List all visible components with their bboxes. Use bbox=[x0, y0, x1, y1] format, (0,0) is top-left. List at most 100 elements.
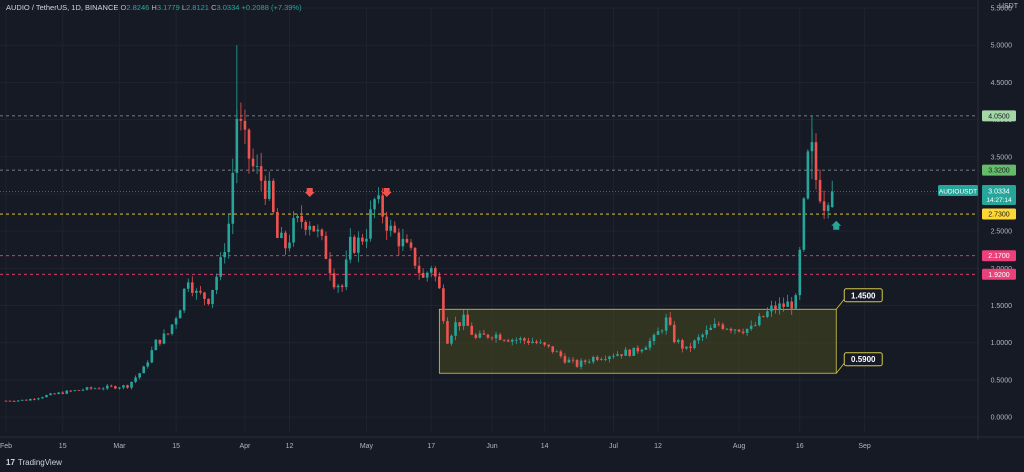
candle-body bbox=[567, 359, 571, 363]
last-price-label: 3.0334 bbox=[988, 188, 1010, 195]
candle-body bbox=[215, 276, 218, 291]
price-tick-label: 1.0000 bbox=[991, 340, 1013, 347]
candle-body bbox=[33, 398, 36, 400]
level-label: 4.0500 bbox=[988, 113, 1010, 120]
candle-body bbox=[450, 335, 453, 344]
price-tick-label: 0.5000 bbox=[991, 377, 1013, 384]
level-label: 2.1700 bbox=[988, 253, 1010, 260]
candle-body bbox=[741, 331, 745, 333]
candle-body bbox=[745, 328, 749, 333]
countdown-label: 14:27:14 bbox=[986, 197, 1012, 204]
time-tick-label: 17 bbox=[427, 443, 435, 450]
candle-body bbox=[474, 334, 478, 338]
candle-body bbox=[320, 229, 324, 236]
candle-body bbox=[385, 216, 388, 231]
symbol-badge bbox=[938, 184, 978, 196]
candle-body bbox=[713, 323, 717, 328]
candle-body bbox=[24, 399, 28, 401]
candle-body bbox=[705, 329, 708, 335]
candle-body bbox=[69, 390, 73, 392]
callout-leader bbox=[835, 299, 845, 310]
candle-body bbox=[664, 317, 668, 331]
time-tick-label: Feb bbox=[0, 443, 12, 450]
candle-body bbox=[369, 209, 372, 239]
candle-body bbox=[316, 229, 320, 232]
candle-body bbox=[551, 346, 555, 352]
candle-body bbox=[729, 328, 733, 331]
time-tick-label: Apr bbox=[239, 443, 251, 450]
candle-body bbox=[543, 342, 546, 345]
high-label: H bbox=[151, 3, 157, 12]
candle-body bbox=[462, 314, 465, 327]
candle-body bbox=[486, 334, 490, 338]
candle-body bbox=[365, 238, 368, 242]
candle-body bbox=[806, 151, 810, 199]
candle-body bbox=[203, 292, 206, 299]
candle-body bbox=[81, 389, 85, 391]
candle-body bbox=[798, 249, 802, 296]
level-label: 2.7300 bbox=[988, 212, 1010, 219]
candle-body bbox=[616, 354, 619, 356]
candle-body bbox=[393, 225, 397, 233]
candle-body bbox=[636, 347, 640, 352]
candle-body bbox=[12, 401, 16, 402]
time-tick-label: 15 bbox=[59, 443, 67, 450]
level-badge bbox=[982, 110, 1016, 122]
candles bbox=[4, 45, 834, 403]
candle-body bbox=[608, 356, 611, 360]
candle-body bbox=[332, 273, 336, 288]
candle-body bbox=[207, 298, 210, 305]
candle-body bbox=[178, 310, 182, 319]
candle-body bbox=[429, 268, 433, 273]
level-badge bbox=[982, 164, 1016, 176]
candle-body bbox=[519, 338, 522, 340]
candle-body bbox=[280, 232, 283, 239]
currency-label: USDT bbox=[998, 3, 1018, 10]
candle-body bbox=[267, 180, 271, 199]
candle-body bbox=[166, 333, 170, 335]
price-tick-label: 1.5000 bbox=[991, 303, 1013, 310]
candle-body bbox=[733, 329, 737, 331]
candle-body bbox=[758, 316, 761, 326]
candle-body bbox=[61, 392, 64, 394]
candle-body bbox=[434, 268, 437, 277]
candle-body bbox=[93, 388, 97, 390]
candle-body bbox=[591, 356, 595, 362]
candle-body bbox=[77, 390, 81, 391]
candle-body bbox=[559, 351, 563, 357]
candle-body bbox=[421, 272, 425, 278]
candle-body bbox=[223, 252, 226, 258]
candle-body bbox=[296, 216, 299, 219]
callout-leader bbox=[835, 362, 845, 374]
candle-body bbox=[146, 362, 150, 367]
candle-body bbox=[37, 398, 40, 400]
candle-body bbox=[818, 179, 822, 202]
candle-body bbox=[361, 237, 364, 242]
candle-body bbox=[73, 390, 77, 391]
candle-body bbox=[45, 395, 48, 398]
candle-body bbox=[353, 236, 356, 253]
tradingview-logo[interactable]: 17 TradingView bbox=[6, 458, 62, 467]
candle-body bbox=[53, 393, 56, 395]
candle-body bbox=[191, 282, 194, 293]
down-arrow-icon bbox=[381, 187, 392, 197]
candle-body bbox=[211, 290, 214, 305]
close-label: C bbox=[211, 3, 217, 12]
candle-body bbox=[170, 324, 174, 334]
zone-top-label-box bbox=[843, 288, 883, 303]
candle-body bbox=[685, 346, 688, 349]
candle-body bbox=[263, 180, 267, 199]
candle-body bbox=[725, 328, 729, 330]
candle-body bbox=[600, 359, 603, 360]
candle-body bbox=[162, 333, 166, 344]
candle-body bbox=[276, 212, 279, 239]
close-value: 3.0334 bbox=[216, 3, 240, 12]
candle-body bbox=[49, 393, 52, 396]
candle-body bbox=[632, 347, 636, 356]
chart-header: AUDIO / TetherUS, 1D, BINANCE O2.8246 H3… bbox=[6, 3, 302, 12]
candle-body bbox=[681, 340, 684, 349]
candle-body bbox=[142, 366, 145, 374]
candle-body bbox=[790, 301, 793, 309]
candle-body bbox=[85, 387, 89, 390]
